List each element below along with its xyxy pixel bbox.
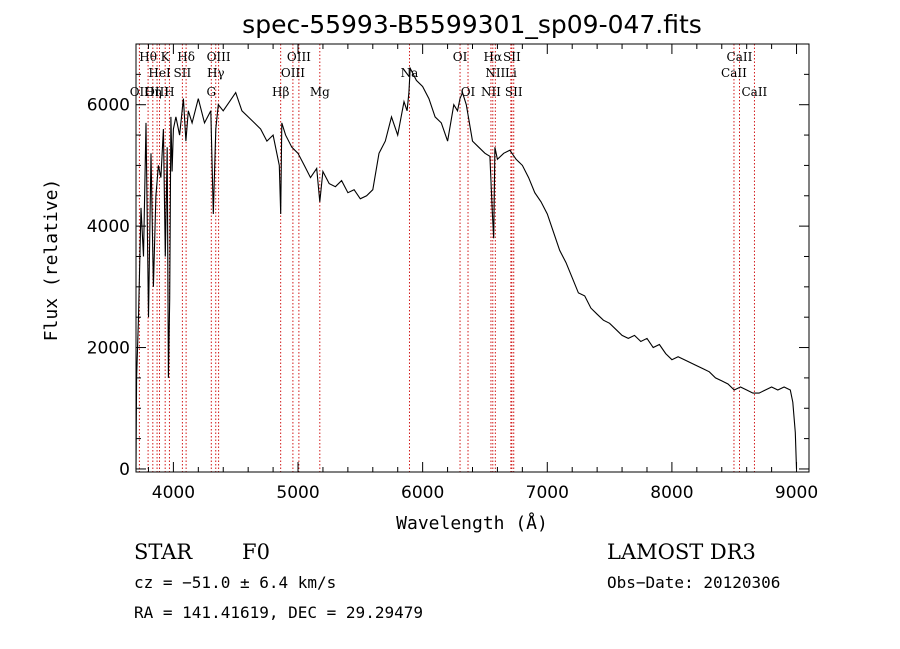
x-axis-ticks: 4000 5000 6000 7000 8000 9000 [147, 44, 818, 503]
y-tick-label-4000: 4000 [87, 217, 130, 237]
marker-label-NII-6583: NII [485, 66, 505, 80]
marker-label-CaII-8662: CaII [741, 85, 767, 99]
y-tick-label-2000: 2000 [87, 339, 130, 359]
line-marker-layer [138, 44, 755, 472]
object-subclass: F0 [242, 540, 270, 564]
observation-date: Obs−Date: 20120306 [607, 573, 781, 592]
marker-label-SII-6716: SII [503, 50, 521, 64]
marker-label-G: G [206, 85, 216, 99]
marker-label-H-delta: Hδ [177, 50, 195, 64]
marker-label-OIII-5007: OIII [287, 50, 311, 64]
survey-name: LAMOST DR3 [607, 540, 756, 564]
marker-label-OIII-3869: OIII [145, 85, 169, 99]
marker-label-NII-6548: NII [481, 85, 501, 99]
x-axis-label: Wavelength (Å) [396, 512, 548, 534]
marker-label-HeI: HeI [148, 66, 171, 80]
marker-label-SII-6731: SII [505, 85, 523, 99]
x-tick-label-7000: 7000 [526, 483, 569, 503]
plot-frame [135, 43, 810, 473]
y-tick-label-6000: 6000 [87, 96, 130, 116]
x-tick-label-6000: 6000 [401, 483, 444, 503]
x-tick-label-9000: 9000 [775, 483, 818, 503]
x-tick-label-5000: 5000 [276, 483, 319, 503]
marker-label-Mg: Mg [310, 85, 330, 99]
marker-label-H-alpha: Hα [484, 50, 503, 64]
marker-label-H-eta: Hη [144, 85, 162, 99]
marker-label-OI-6364: OI [461, 85, 476, 99]
marker-label-H: H [164, 85, 174, 99]
line-label-layer: OIIHθOIIIHηHeIKHSIIHδGHγOIIIHβOIIIOIIIMg… [130, 50, 768, 99]
marker-label-OII: OII [130, 85, 150, 99]
marker-label-K: K [161, 50, 171, 64]
y-axis-ticks: 0 2000 4000 6000 [87, 73, 809, 480]
object-class: STAR [134, 540, 193, 564]
x-tick-label-4000: 4000 [152, 483, 195, 503]
marker-label-SII-4072: SII [174, 66, 192, 80]
marker-label-Li: Li [505, 66, 517, 80]
flux-series-line [135, 66, 798, 470]
marker-label-OIII-4959: OIII [281, 66, 305, 80]
marker-label-CaII-8542: CaII [727, 50, 753, 64]
marker-label-H-theta: Hθ [139, 50, 157, 64]
x-tick-label-8000: 8000 [650, 483, 693, 503]
redshift-readout: cz = −51.0 ± 6.4 km/s [134, 573, 337, 592]
coordinates-readout: RA = 141.41619, DEC = 29.29479 [134, 603, 423, 622]
marker-label-OIII-4363: OIII [207, 50, 231, 64]
chart-title: spec-55993-B5599301_sp09-047.fits [242, 10, 702, 39]
y-tick-label-0: 0 [119, 460, 130, 480]
marker-label-OI-6300: OI [453, 50, 468, 64]
marker-label-H-gamma: Hγ [207, 66, 225, 80]
marker-label-H-beta: Hβ [272, 85, 289, 99]
marker-label-CaII-8498: CaII [721, 66, 747, 80]
y-axis-label: Flux (relative) [41, 179, 62, 342]
